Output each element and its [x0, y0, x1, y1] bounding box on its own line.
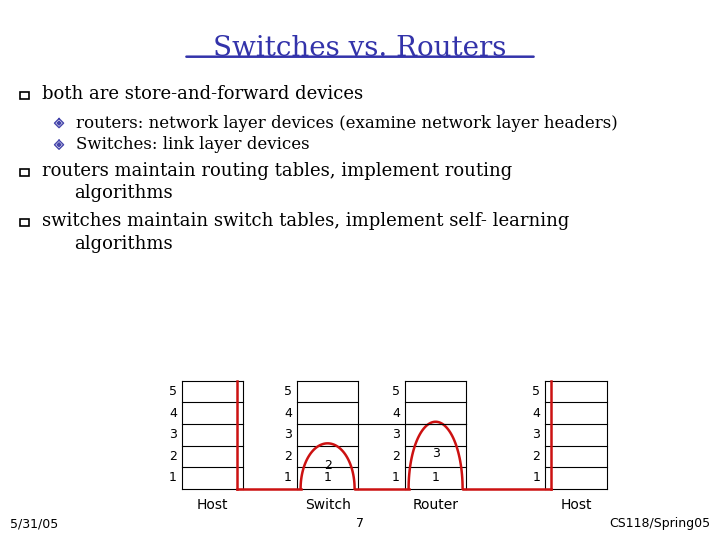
Text: 7: 7 — [356, 517, 364, 530]
Text: 2: 2 — [324, 458, 331, 471]
Text: 1: 1 — [324, 471, 331, 484]
Text: both are store-and-forward devices: both are store-and-forward devices — [42, 85, 363, 103]
Text: 1: 1 — [533, 471, 540, 484]
Text: 5/31/05: 5/31/05 — [10, 517, 58, 530]
Text: CS118/Spring05: CS118/Spring05 — [609, 517, 710, 530]
Text: algorithms: algorithms — [74, 184, 173, 202]
Text: 5: 5 — [284, 385, 292, 398]
Text: 2: 2 — [284, 450, 292, 463]
Text: Switch: Switch — [305, 498, 351, 512]
Text: routers maintain routing tables, implement routing: routers maintain routing tables, impleme… — [42, 161, 512, 180]
Text: routers: network layer devices (examine network layer headers): routers: network layer devices (examine … — [76, 114, 617, 132]
Bar — [20, 169, 29, 176]
Bar — [20, 92, 29, 99]
Text: 5: 5 — [392, 385, 400, 398]
Bar — [20, 219, 29, 226]
Text: 2: 2 — [169, 450, 177, 463]
Polygon shape — [57, 122, 61, 125]
Text: 4: 4 — [284, 407, 292, 420]
Text: 3: 3 — [392, 428, 400, 441]
Text: Switches vs. Routers: Switches vs. Routers — [213, 35, 507, 62]
Text: algorithms: algorithms — [74, 234, 173, 253]
Text: 5: 5 — [168, 385, 177, 398]
Text: 3: 3 — [169, 428, 177, 441]
Text: 5: 5 — [532, 385, 540, 398]
Text: Host: Host — [560, 498, 592, 512]
Text: 1: 1 — [169, 471, 177, 484]
Text: 1: 1 — [284, 471, 292, 484]
Text: 4: 4 — [169, 407, 177, 420]
Text: 2: 2 — [533, 450, 540, 463]
Text: 4: 4 — [392, 407, 400, 420]
Text: 3: 3 — [533, 428, 540, 441]
Text: 3: 3 — [284, 428, 292, 441]
Text: Switches: link layer devices: Switches: link layer devices — [76, 136, 309, 153]
Text: 1: 1 — [432, 471, 439, 484]
Text: switches maintain switch tables, implement self- learning: switches maintain switch tables, impleme… — [42, 212, 569, 230]
Text: 2: 2 — [392, 450, 400, 463]
Text: Router: Router — [413, 498, 459, 512]
Text: 3: 3 — [432, 447, 439, 461]
Text: Host: Host — [197, 498, 228, 512]
Polygon shape — [57, 143, 61, 146]
Text: 4: 4 — [533, 407, 540, 420]
Text: 1: 1 — [392, 471, 400, 484]
